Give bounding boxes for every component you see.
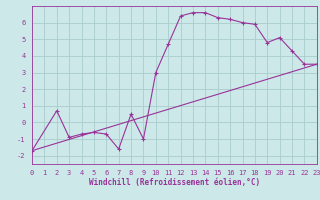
X-axis label: Windchill (Refroidissement éolien,°C): Windchill (Refroidissement éolien,°C) bbox=[89, 178, 260, 187]
